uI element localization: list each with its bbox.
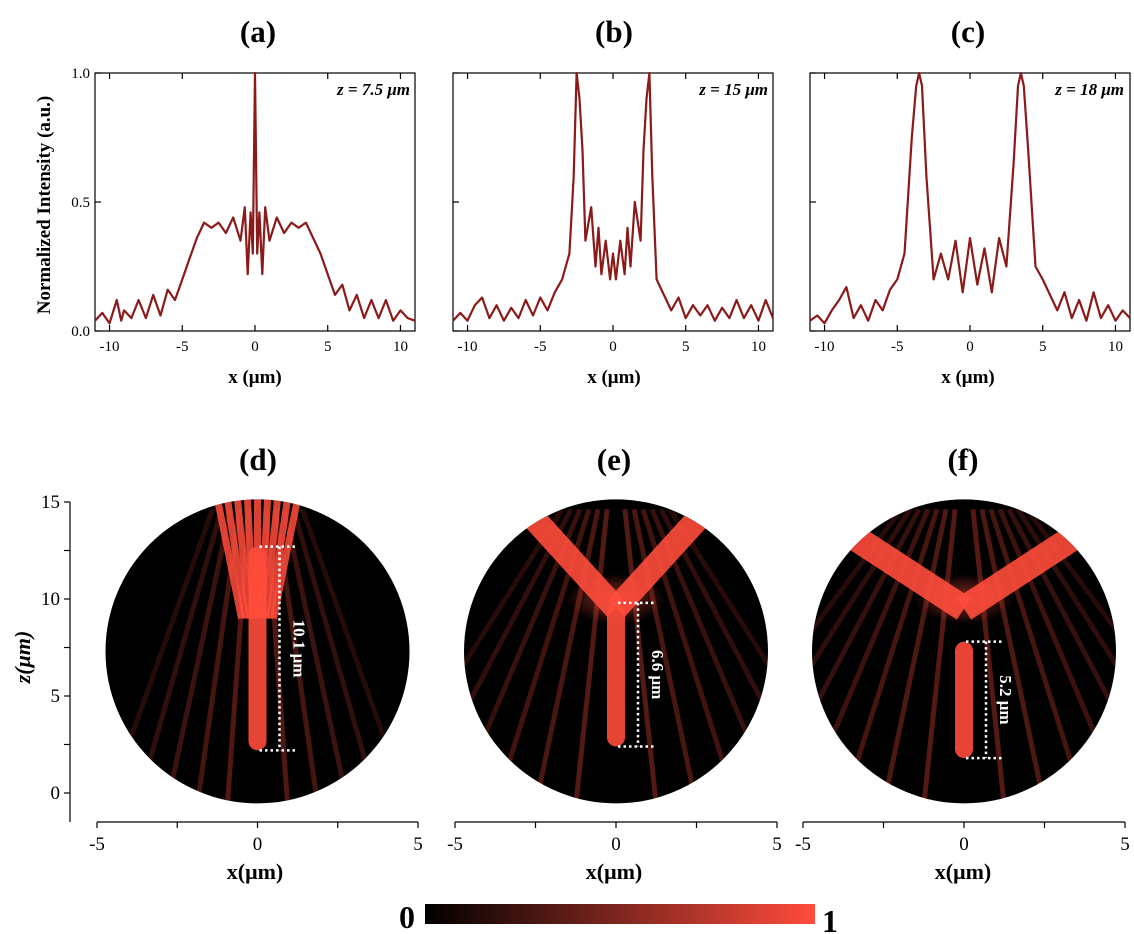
field-crossing-e: [566, 574, 666, 624]
panel-e-label: (e): [597, 442, 631, 477]
x-axis-title-d: x(μm): [227, 859, 283, 884]
field-streak-f: [988, 508, 1087, 804]
field-streak-e: [533, 508, 601, 804]
y-tick-label-a: 0.5: [71, 195, 90, 211]
field-streak-e: [573, 509, 610, 804]
intensity-line-a: [94, 71, 416, 325]
panel-f-label: (f): [948, 442, 979, 477]
y-axis-title-a: Normalized Intensity (a.u.): [34, 96, 55, 314]
panel-b-label: (b): [595, 14, 633, 49]
field-streak-f: [970, 509, 1007, 804]
x-tick-label-b: -10: [458, 339, 478, 355]
x-tick-label-c: 10: [1108, 339, 1123, 355]
x-axis-title-b: x (μm): [587, 367, 641, 388]
heatmap-e: 6.6 μm -5 0 5: [447, 499, 782, 855]
x-tick-label-f: 5: [1120, 834, 1130, 855]
field-beamlet-d: [270, 499, 301, 620]
focal-length-label-d: 10.1 μm: [290, 620, 309, 678]
y-tick-label-d: 0: [51, 783, 61, 804]
colorbar-min-label: 0: [399, 899, 415, 934]
field-streak-d: [135, 508, 224, 804]
colorbar-max-label: 1: [822, 903, 838, 934]
field-streak-e: [464, 508, 565, 804]
x-tick-label-a: 10: [393, 339, 408, 355]
field-streak-d: [291, 508, 380, 804]
x-tick-label-e: 5: [772, 834, 782, 855]
field-beamlet-d: [224, 499, 249, 619]
focal-beam-f: [955, 641, 973, 759]
field-streak-e: [631, 508, 699, 804]
x-axis-title-a: x (μm): [228, 367, 282, 388]
field-streak-d: [165, 508, 233, 804]
x-tick-label-a: 5: [324, 339, 332, 355]
annotation-z-c: z = 18 μm: [1054, 80, 1124, 99]
plot-frame-c: [809, 72, 1131, 332]
line-plot-a: -10 -5 0 5 10 0.0 0.5 1.0: [71, 66, 416, 355]
intensity-line-b: [452, 71, 775, 322]
x-tick-label-c: -10: [815, 339, 835, 355]
y-tick-label-d: 5: [51, 686, 61, 707]
annotation-z-b: z = 15 μm: [698, 80, 768, 99]
panel-c-label: (c): [951, 14, 985, 49]
y-axis-title-d: z(μm): [10, 631, 35, 685]
x-tick-label-a: -10: [100, 339, 120, 355]
field-intensity-d: [105, 499, 410, 804]
panel-d-label: (d): [239, 442, 277, 477]
field-streak-f: [921, 509, 958, 804]
x-tick-label-c: -5: [891, 339, 904, 355]
x-axis-title-f: x(μm): [935, 859, 991, 884]
y-tick-label-d: 15: [41, 492, 60, 513]
plot-frame-b: [452, 72, 774, 332]
heatmap-f: 5.2 μm -5 0 5: [795, 499, 1130, 855]
x-axis-title-c: x (μm): [941, 367, 995, 388]
x-tick-label-e: 0: [611, 834, 621, 855]
x-tick-label-d: 0: [253, 834, 263, 855]
field-streak-e: [667, 508, 768, 804]
field-beamlet-d: [234, 499, 253, 619]
focal-beam-d: [248, 546, 267, 751]
panel-a-label: (a): [240, 14, 276, 49]
x-tick-label-f: 0: [959, 834, 969, 855]
focal-length-label-e: 6.6 μm: [648, 650, 667, 699]
x-tick-label-f: -5: [795, 834, 811, 855]
field-crossing-f: [914, 574, 1014, 624]
field-streak-e: [622, 509, 659, 804]
x-tick-label-a: -5: [176, 339, 189, 355]
x-tick-label-b: 0: [609, 339, 617, 355]
field-beamlet-d: [214, 499, 245, 620]
x-tick-label-c: 5: [1039, 339, 1047, 355]
x-tick-label-b: 5: [682, 339, 690, 355]
x-tick-label-e: -5: [447, 834, 463, 855]
x-tick-label-b: -5: [534, 339, 547, 355]
x-axis-title-e: x(μm): [586, 859, 642, 884]
field-streak-f: [979, 508, 1047, 804]
field-intensity-e: [464, 499, 768, 804]
y-tick-label-d: 10: [41, 589, 60, 610]
colorbar: [425, 904, 815, 924]
line-plot-b: -10 -5 0 5 10: [452, 71, 775, 355]
x-tick-label-c: 0: [966, 339, 974, 355]
field-streak-f: [881, 508, 949, 804]
focal-length-label-f: 5.2 μm: [996, 675, 1015, 724]
x-tick-label-d: 5: [413, 834, 423, 855]
x-tick-label-b: 10: [751, 339, 766, 355]
field-beamlet-d: [262, 499, 281, 619]
field-streak-d: [282, 508, 350, 804]
annotation-z-a: z = 7.5 μm: [336, 80, 410, 99]
focal-beam-e: [607, 602, 625, 747]
heatmap-d: 10.1 μm -5 0 5 0 5 10 15: [41, 492, 423, 855]
y-tick-label-a: 1.0: [71, 66, 90, 82]
x-tick-label-d: -5: [89, 834, 105, 855]
field-streak-e: [464, 508, 574, 804]
intensity-line-c: [809, 71, 1131, 325]
x-tick-label-a: 0: [251, 339, 259, 355]
field-streak-e: [658, 508, 768, 804]
line-plot-c: -10 -5 0 5 10: [809, 71, 1131, 355]
y-tick-label-a: 0.0: [71, 324, 90, 340]
field-streak-f: [841, 508, 940, 804]
